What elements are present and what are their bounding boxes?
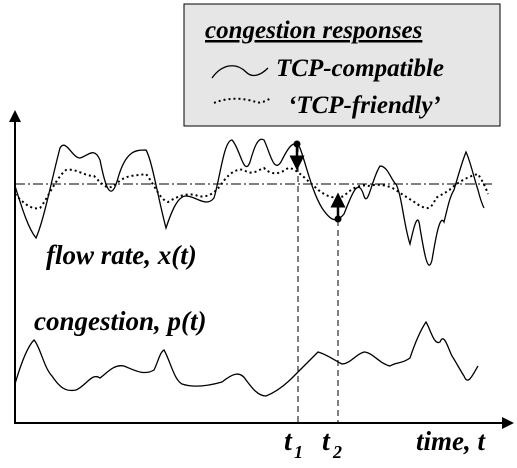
t1-subscript: 1 [294,442,303,462]
tcp-friendly-curve [14,166,489,210]
legend-title: congestion responses [205,17,422,44]
t2-marker-dot [334,215,342,223]
flow-rate-label: flow rate, x(t) [46,240,197,270]
legend-box [183,3,501,127]
congestion-curve [14,320,479,397]
t2-label: t [322,426,331,457]
legend-entry-tcp-friendly: ‘TCP-friendly’ [288,92,441,119]
legend-entry-tcp-compatible: TCP-compatible [276,55,444,82]
t1-label: t [284,426,293,457]
time-axis-label: time, t [416,426,486,456]
congestion-label: congestion, p(t) [34,306,207,336]
legend-solid-line-sample [211,65,269,79]
tcp-compatible-curve [14,138,485,266]
t1-marker-dot [293,140,301,148]
t2-subscript: 2 [332,442,342,462]
